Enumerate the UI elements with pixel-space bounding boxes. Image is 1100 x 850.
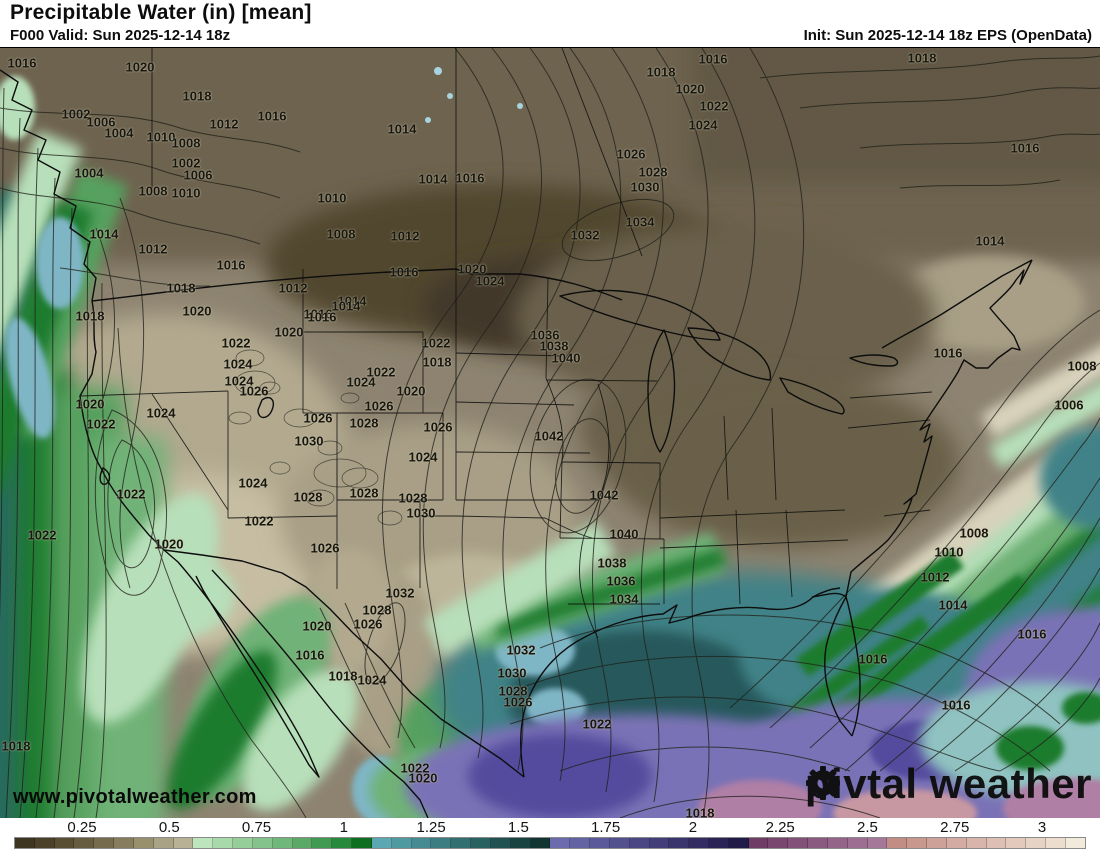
colorbar-tick: 1.75 [591, 819, 621, 836]
page-title: Precipitable Water (in) [mean] [10, 1, 312, 24]
brand-watermark: piv tal weather [805, 760, 1092, 808]
colorbar-segment [15, 838, 35, 848]
colorbar-segment [887, 838, 908, 848]
colorbar-tick: 1.25 [416, 819, 446, 836]
colorbar-segment [173, 838, 194, 848]
colorbar-segment [1026, 838, 1047, 848]
colorbar-segment [292, 838, 313, 848]
colorbar-segment [609, 838, 630, 848]
colorbar-segment [114, 838, 134, 848]
colorbar-segment [590, 838, 610, 848]
colorbar-segment [847, 838, 868, 848]
colorbar-segment [946, 838, 967, 848]
colorbar-segment [471, 838, 491, 848]
colorbar-tick: 2.5 [857, 819, 878, 836]
colorbar-segment [966, 838, 987, 848]
colorbar-segment [490, 838, 511, 848]
colorbar-segment [312, 838, 333, 848]
colorbar-segment [748, 838, 769, 848]
colorbar-segment [1006, 838, 1027, 848]
init-time-label: Init: Sun 2025-12-14 18z EPS (OpenData) [803, 27, 1092, 44]
colorbar-segment [808, 838, 828, 848]
colorbar-segment [193, 838, 214, 848]
colorbar-segment [94, 838, 115, 848]
colorbar-tick: 0.75 [241, 819, 272, 836]
colorbar-segment [1046, 838, 1066, 848]
colorbar-segment [689, 838, 709, 848]
colorbar-segment [827, 838, 848, 848]
colorbar-segment [391, 838, 412, 848]
colorbar-tick: 0.25 [67, 819, 97, 836]
colorbar-segment [1065, 838, 1085, 848]
colorbar-segment [986, 838, 1007, 848]
valid-time-label: F000 Valid: Sun 2025-12-14 18z [10, 27, 231, 44]
colorbar-tick: 3 [1037, 819, 1047, 836]
brand-text-post: tal weather [867, 760, 1092, 807]
colorbar-segment [451, 838, 472, 848]
gear-icon [805, 766, 840, 800]
watermark-url: www.pivotalweather.com [13, 786, 257, 808]
colorbar-segment [213, 838, 234, 848]
colorbar-segment [34, 838, 55, 848]
state-borders-layer [79, 48, 933, 639]
colorbar-segment [570, 838, 591, 848]
colorbar [14, 837, 1086, 849]
colorbar-segment [867, 838, 888, 848]
colorbar-segment [54, 838, 75, 848]
colorbar-tick: 1.5 [507, 819, 529, 836]
colorbar-segment [550, 838, 571, 848]
contour-lines-layer [0, 48, 1100, 818]
terrain-contour-noise [228, 349, 403, 526]
colorbar-segment [252, 838, 273, 848]
colorbar-tick: 2.25 [765, 819, 795, 836]
weather-map: 1016 1020 1018 1016 1002 1006 1004 1010 1008 1012… [0, 47, 1100, 819]
colorbar-tick: 2 [688, 819, 698, 836]
colorbar-segment [907, 838, 928, 848]
colorbar-tick: 0.5 [158, 819, 180, 836]
colorbar-segment [788, 838, 809, 848]
colorbar-segment [411, 838, 432, 848]
colorbar-segment [352, 838, 372, 848]
coastline-layer [0, 69, 1033, 818]
colorbar-segment [371, 838, 392, 848]
colorbar-segment [510, 838, 531, 848]
colorbar-footer: 0.25 0.5 0.75 1 1.25 1.5 1.75 2 2.25 2.5 2.75 3 [0, 818, 1100, 850]
map-canvas [0, 48, 1100, 818]
colorbar-segment [133, 838, 154, 848]
colorbar-segment [332, 838, 353, 848]
colorbar-segment [768, 838, 789, 848]
colorbar-segment [927, 838, 947, 848]
colorbar-segment [708, 838, 729, 848]
header: Precipitable Water (in) [mean] F000 Vali… [0, 0, 1100, 47]
colorbar-segment [649, 838, 670, 848]
colorbar-segment [233, 838, 253, 848]
colorbar-segment [629, 838, 650, 848]
colorbar-segment [530, 838, 551, 848]
colorbar-segment [74, 838, 95, 848]
colorbar-tick: 2.75 [940, 819, 970, 836]
colorbar-segment [431, 838, 452, 848]
colorbar-segment [153, 838, 174, 848]
colorbar-segment [669, 838, 690, 848]
colorbar-segment [728, 838, 749, 848]
colorbar-tick: 1 [339, 819, 348, 836]
colorbar-segment [272, 838, 293, 848]
